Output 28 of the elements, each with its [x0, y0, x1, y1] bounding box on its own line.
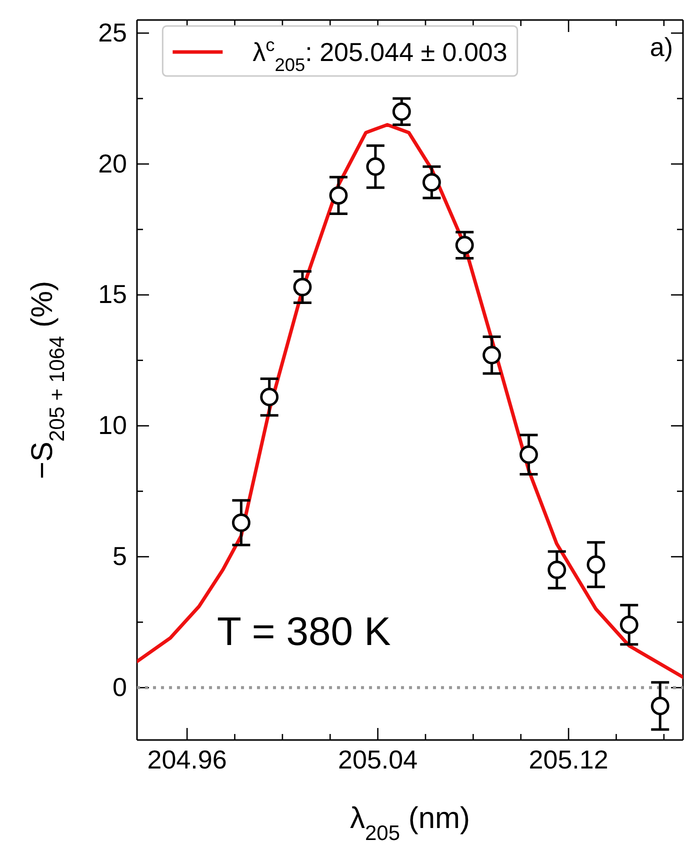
y-tick-label: 5: [112, 541, 127, 572]
point: [422, 173, 441, 192]
x-axis-title: λ$_{205}$ (nm): [350, 802, 470, 842]
point: [232, 513, 250, 532]
x-tick-label: 205.12: [528, 744, 608, 774]
point: [260, 388, 279, 406]
y-tick-label: 15: [98, 279, 127, 310]
y-tick-label: 10: [98, 410, 127, 440]
point: [548, 560, 566, 580]
point: [482, 346, 502, 364]
point: [455, 236, 474, 254]
point: [329, 186, 348, 205]
x-tick-label: 204.96: [147, 744, 227, 774]
line-series: [137, 122, 683, 679]
y-tick-label: 0: [112, 672, 127, 702]
point: [650, 696, 670, 716]
point: [586, 555, 606, 574]
point: [520, 445, 538, 464]
point: [293, 278, 312, 296]
legend-label: λ$^{c}$$_{205}$: 205.044 ± 0.003: [252, 35, 508, 75]
annotation: a): [650, 32, 673, 62]
x-tick-label: 205.04: [338, 744, 418, 774]
point: [620, 616, 638, 634]
y-tick-label: 25: [98, 17, 127, 48]
point: [366, 157, 385, 176]
point: [392, 102, 411, 121]
annotation: T = 380 K: [217, 610, 392, 654]
y-tick-label: 20: [98, 148, 127, 178]
